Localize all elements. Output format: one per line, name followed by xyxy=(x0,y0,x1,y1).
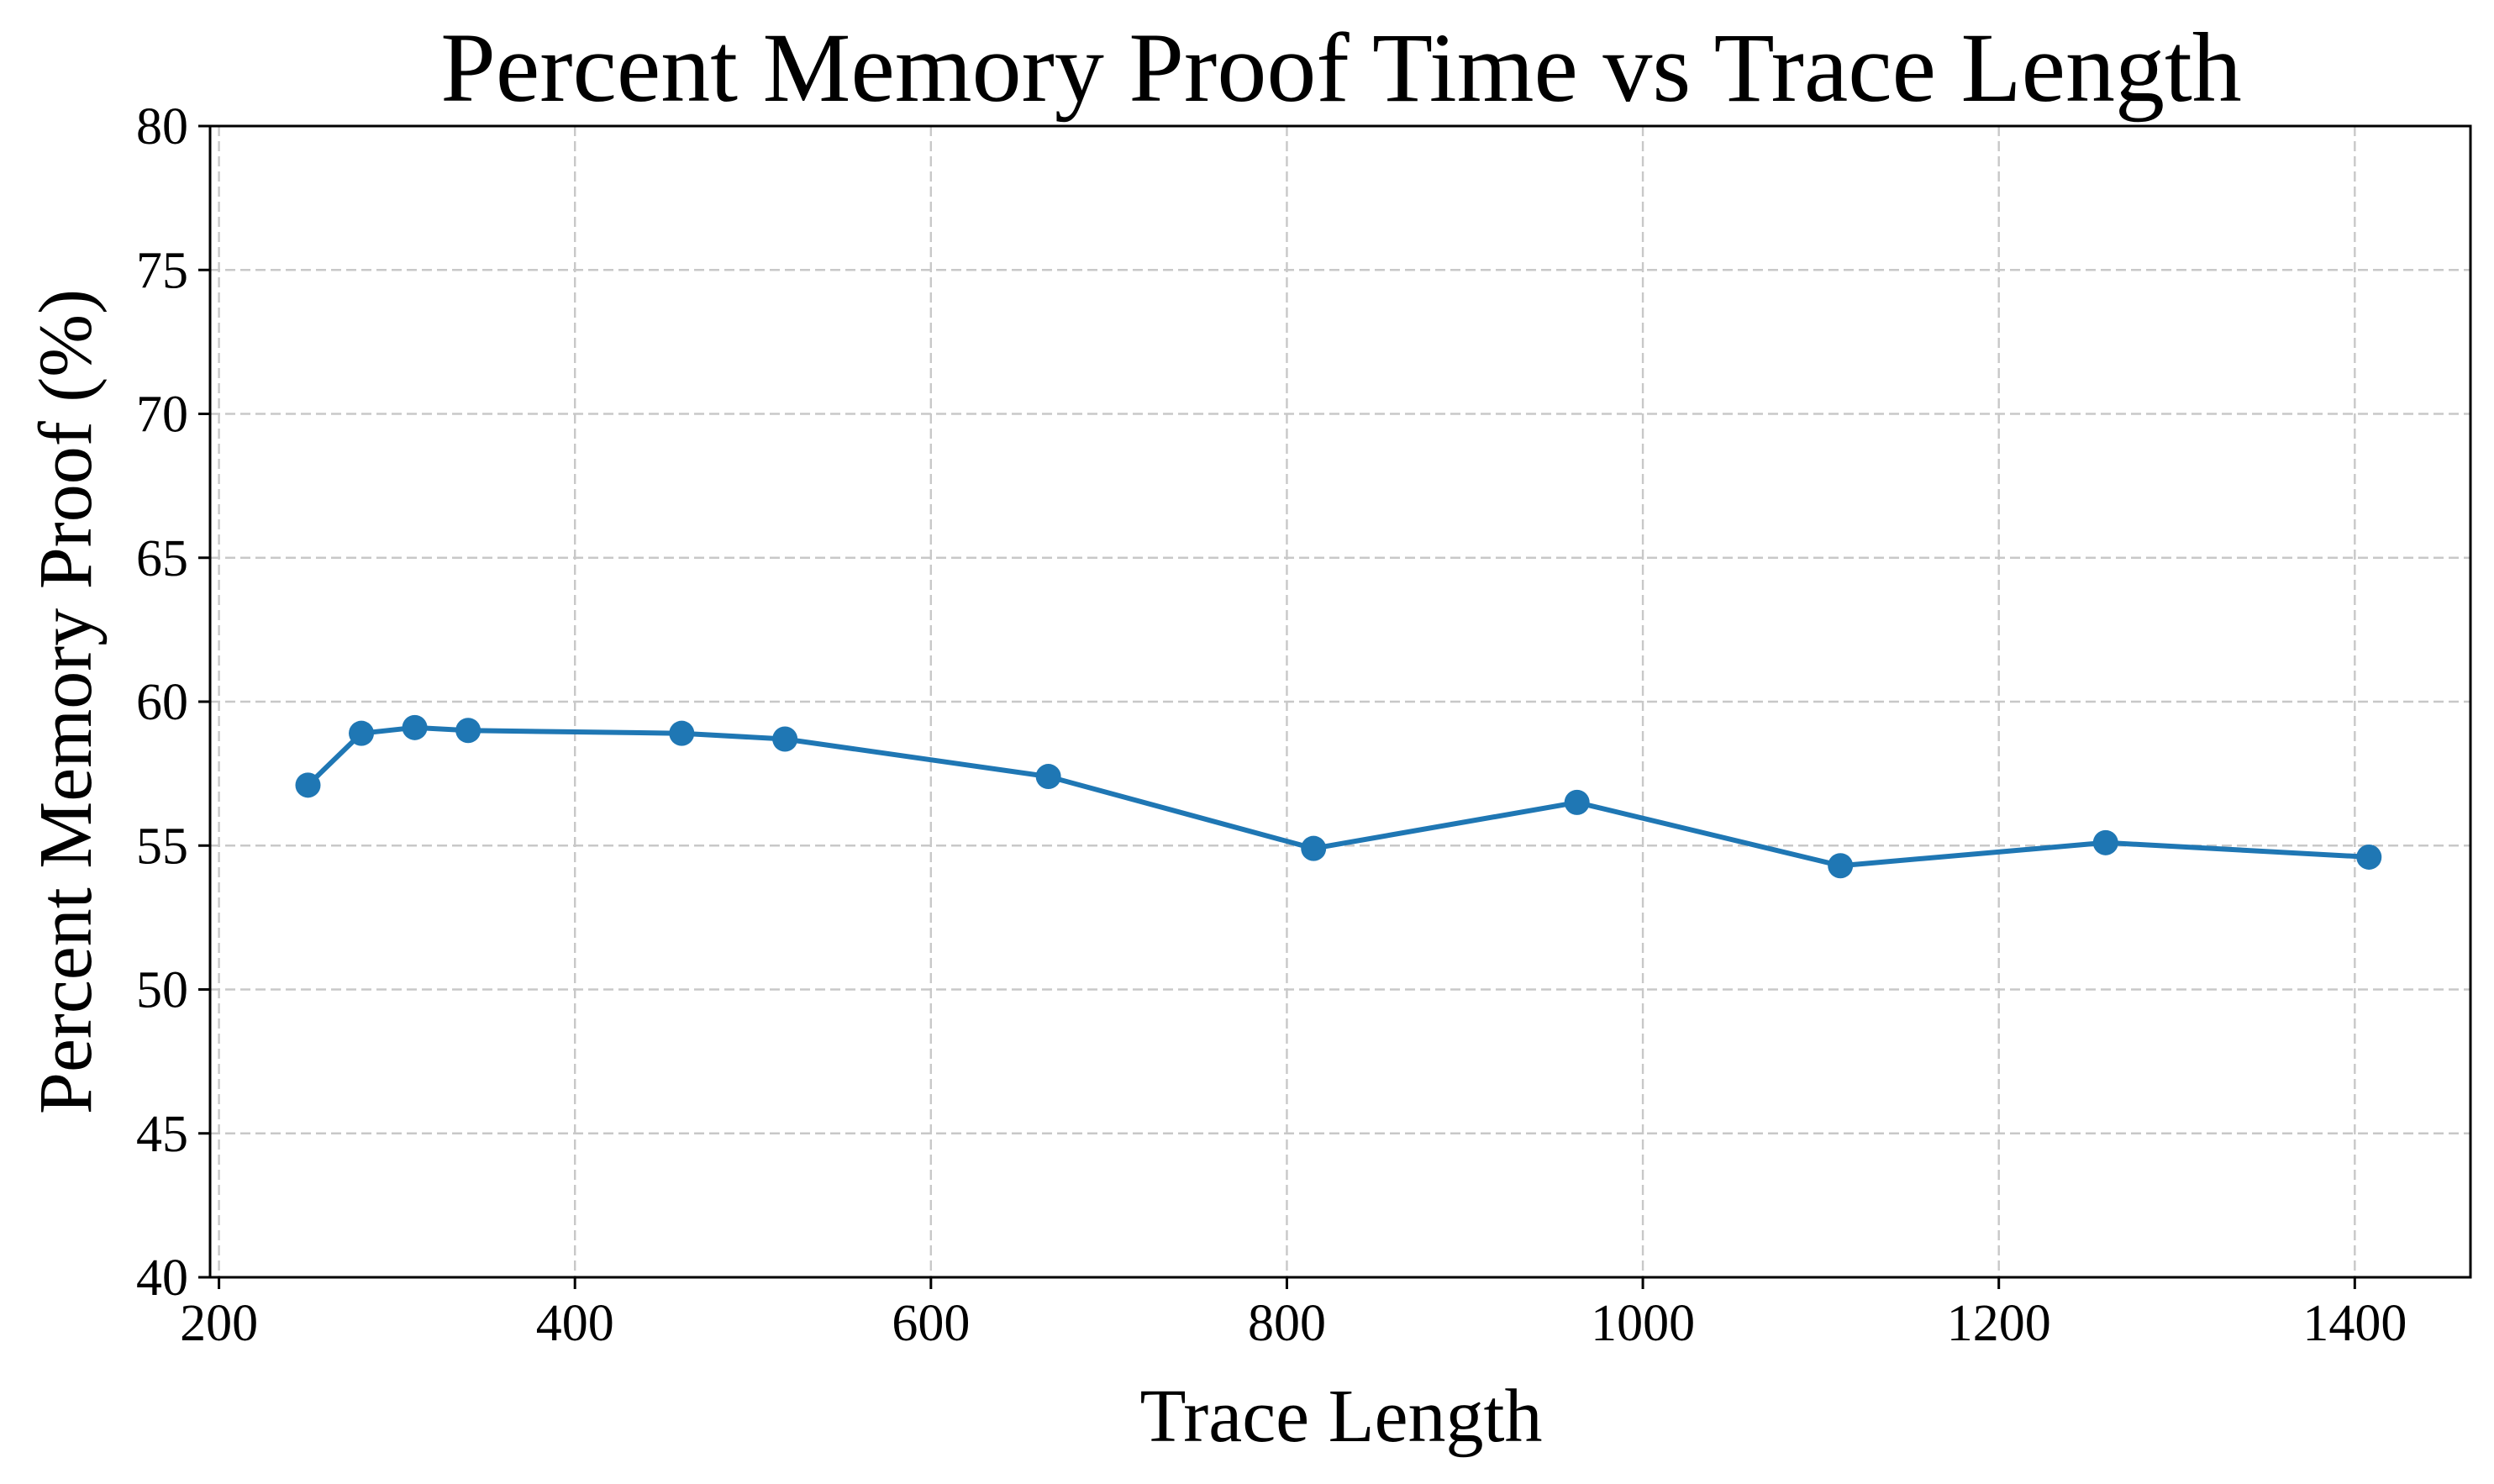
data-point xyxy=(2092,829,2118,855)
y-tick-label: 40 xyxy=(136,1250,188,1307)
y-tick-label: 55 xyxy=(136,818,188,875)
data-point xyxy=(772,726,798,752)
y-tick-label: 65 xyxy=(136,530,188,587)
data-point xyxy=(295,772,321,798)
x-tick-label: 1000 xyxy=(1591,1295,1695,1352)
data-point xyxy=(1828,853,1854,879)
y-tick-label: 80 xyxy=(136,98,188,155)
x-tick-label: 1400 xyxy=(2302,1295,2407,1352)
y-tick-label: 50 xyxy=(136,962,188,1019)
x-axis-label: Trace Length xyxy=(1139,1375,1542,1458)
y-tick-label: 60 xyxy=(136,674,188,731)
data-point xyxy=(1564,789,1590,815)
chart-title: Percent Memory Proof Time vs Trace Lengt… xyxy=(440,13,2242,123)
series-layer xyxy=(295,714,2382,879)
y-axis: 40 45 50 55 60 65 70 75 80 xyxy=(136,98,210,1307)
y-tick-label: 75 xyxy=(136,242,188,299)
data-point xyxy=(2356,844,2382,870)
data-point xyxy=(1301,835,1327,861)
x-axis: 200 400 600 800 1000 1200 1400 xyxy=(180,1277,2407,1352)
x-tick-label: 200 xyxy=(180,1295,258,1352)
data-point xyxy=(669,720,695,746)
x-tick-label: 600 xyxy=(892,1295,970,1352)
x-tick-label: 1200 xyxy=(1947,1295,2051,1352)
x-tick-label: 800 xyxy=(1248,1295,1326,1352)
data-point xyxy=(1035,764,1061,790)
data-point xyxy=(349,720,375,746)
y-tick-label: 45 xyxy=(136,1106,188,1163)
y-axis-label: Percent Memory Proof (%) xyxy=(24,289,108,1114)
y-tick-label: 70 xyxy=(136,387,188,444)
data-point xyxy=(455,718,481,744)
data-point xyxy=(402,714,428,740)
x-tick-label: 400 xyxy=(536,1295,614,1352)
